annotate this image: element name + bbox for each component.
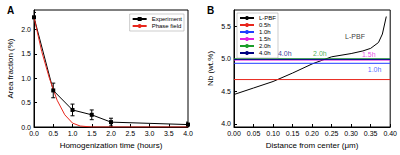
svg-text:0.5: 0.5 (21, 99, 31, 106)
svg-text:L-PBF: L-PBF (259, 15, 276, 21)
svg-text:L-PBF: L-PBF (345, 33, 365, 40)
svg-text:3.5: 3.5 (164, 130, 174, 137)
svg-text:0.05: 0.05 (247, 130, 261, 137)
svg-text:1.0: 1.0 (68, 130, 78, 137)
svg-text:5.0: 5.0 (221, 55, 231, 62)
svg-text:1.0h: 1.0h (259, 29, 271, 35)
svg-text:4.5: 4.5 (221, 88, 231, 95)
svg-text:0.00: 0.00 (227, 130, 241, 137)
svg-text:4.0h: 4.0h (259, 50, 271, 56)
svg-text:5.5: 5.5 (221, 23, 231, 30)
svg-text:0.30: 0.30 (344, 130, 358, 137)
svg-text:2.0h: 2.0h (259, 43, 271, 49)
svg-text:0.25: 0.25 (325, 130, 339, 137)
svg-text:Nb (wt.%): Nb (wt.%) (206, 51, 215, 86)
svg-text:4.0: 4.0 (221, 120, 231, 127)
svg-text:2.5: 2.5 (125, 130, 135, 137)
svg-text:0.20: 0.20 (305, 130, 319, 137)
svg-text:Homogenization time (hours): Homogenization time (hours) (60, 141, 163, 150)
svg-text:Phase field: Phase field (152, 23, 182, 29)
svg-text:0.15: 0.15 (286, 130, 300, 137)
svg-text:1.5: 1.5 (21, 50, 31, 57)
svg-text:0.10: 0.10 (266, 130, 280, 137)
svg-text:1.5: 1.5 (87, 130, 97, 137)
svg-text:B: B (207, 5, 214, 16)
svg-text:Distance from center (μm): Distance from center (μm) (266, 141, 359, 150)
svg-text:0.40: 0.40 (383, 130, 397, 137)
svg-text:2.0: 2.0 (21, 26, 31, 33)
svg-text:4.0h: 4.0h (278, 50, 292, 57)
svg-text:1.0h: 1.0h (368, 66, 382, 73)
svg-text:Area fraction (%): Area fraction (%) (6, 38, 15, 98)
svg-text:2.0: 2.0 (106, 130, 116, 137)
svg-text:0.5: 0.5 (48, 130, 58, 137)
svg-text:2.0h: 2.0h (313, 50, 327, 57)
svg-text:1.0: 1.0 (21, 75, 31, 82)
svg-text:A: A (7, 5, 14, 16)
svg-text:Experiment: Experiment (152, 16, 183, 22)
svg-text:0.35: 0.35 (364, 130, 378, 137)
svg-text:0.5h: 0.5h (259, 22, 271, 28)
svg-text:1.5h: 1.5h (259, 36, 271, 42)
svg-text:0.0: 0.0 (21, 123, 31, 131)
svg-text:4.0: 4.0 (183, 130, 193, 137)
svg-text:3.0: 3.0 (145, 130, 155, 137)
svg-text:1.5h: 1.5h (362, 51, 376, 58)
svg-text:0.0: 0.0 (29, 130, 39, 137)
